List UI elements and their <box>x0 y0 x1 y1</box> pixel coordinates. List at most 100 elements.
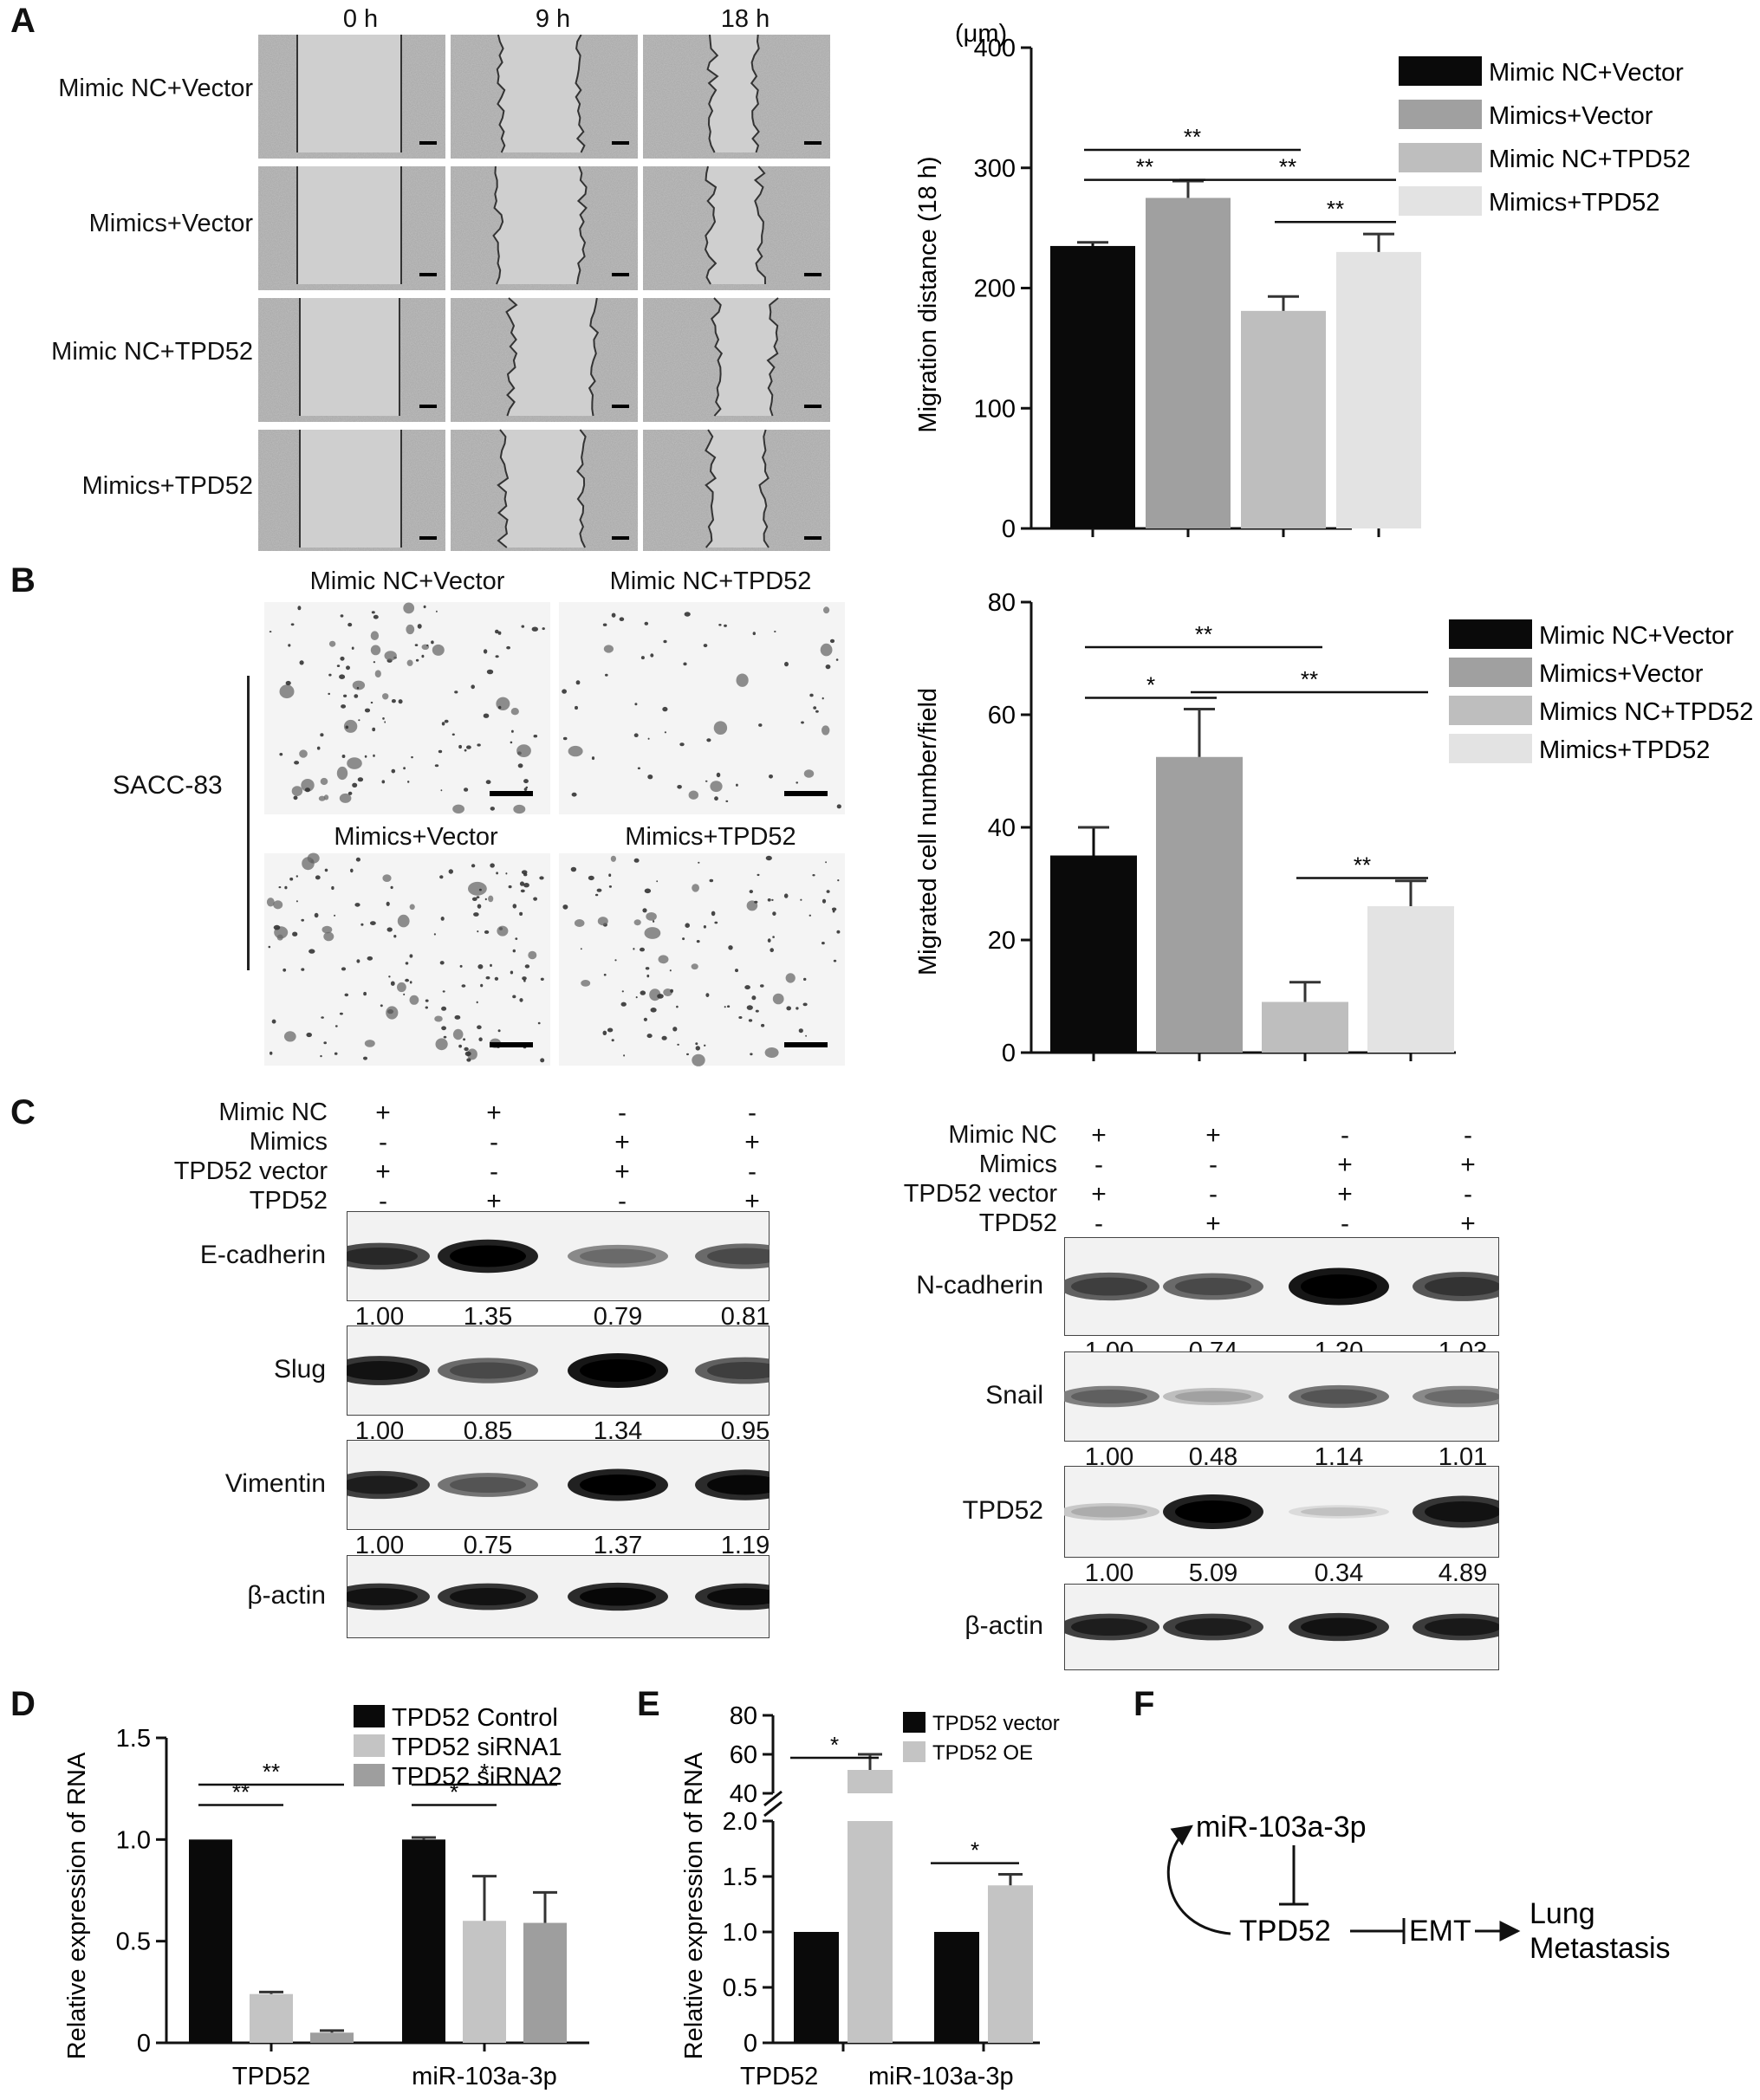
migrated-cell <box>452 804 464 813</box>
migrated-cell <box>757 873 760 877</box>
protein-band-core <box>1175 1390 1251 1403</box>
migrated-cell <box>270 1051 273 1055</box>
migrated-cell <box>347 622 353 627</box>
migrated-cell <box>713 721 728 735</box>
wound-gap <box>711 298 778 416</box>
migrated-cell <box>483 649 488 654</box>
migrated-cell <box>523 872 528 877</box>
migrated-cell <box>397 914 410 928</box>
migrated-cell <box>645 967 650 970</box>
migrated-cell <box>476 896 480 898</box>
wound-image-tile <box>643 429 830 551</box>
panel-letter-d: D <box>10 1685 36 1723</box>
migrated-cell <box>352 782 358 788</box>
condition-sign: + <box>375 1157 391 1186</box>
migrated-cell <box>463 1038 466 1041</box>
migrated-cell <box>562 904 568 910</box>
protein-band-core <box>580 1475 656 1495</box>
migrated-cell <box>314 912 319 918</box>
migrated-cell <box>454 690 458 694</box>
migrated-cell <box>384 721 386 723</box>
migrated-cell <box>728 945 733 950</box>
blot-label: E-cadherin <box>199 1241 326 1269</box>
migrated-cell <box>523 779 529 784</box>
significance-label: * <box>480 1759 489 1785</box>
transwell-image-tile <box>559 602 845 814</box>
migrated-cell <box>835 658 839 661</box>
migrated-cell <box>738 1016 743 1019</box>
migrated-cell <box>539 876 544 880</box>
migrated-cell <box>664 731 666 734</box>
blot-strip <box>1064 1584 1499 1670</box>
migrated-cell <box>705 993 710 997</box>
legend-label: Mimics+Vector <box>1489 102 1653 130</box>
migrated-cell <box>772 993 784 1005</box>
y-tick-label: 2.0 <box>723 1808 757 1836</box>
migrated-cell <box>284 885 288 890</box>
legend-label: Mimics+TPD52 <box>1539 736 1710 764</box>
node-lung: Lung <box>1529 1897 1595 1930</box>
migrated-cell <box>633 858 640 863</box>
migrated-cell <box>611 1039 614 1042</box>
wound-edge-left <box>704 165 718 285</box>
migrated-cell <box>822 697 824 700</box>
blot-strip <box>1064 1237 1499 1336</box>
category-label: miR-103a-3p <box>412 2063 557 2090</box>
pathway-diagram: miR-103a-3p TPD52 EMT Lung Metastasis <box>1166 1811 1671 1965</box>
migrated-cell <box>283 968 287 972</box>
migrated-cell <box>505 872 508 875</box>
bar <box>1262 1001 1348 1053</box>
migrated-cell <box>516 744 531 757</box>
legend-swatch <box>1449 619 1532 649</box>
migrated-cell <box>523 883 529 888</box>
migrated-cell <box>477 904 482 909</box>
protein-band-core <box>1425 1277 1499 1296</box>
migrated-cell <box>497 631 502 635</box>
migrated-cell <box>341 755 346 758</box>
migrated-cell <box>602 1030 607 1035</box>
condition-sign: - <box>1094 1150 1103 1179</box>
legend-label: TPD52 siRNA1 <box>392 1734 562 1761</box>
migrated-cell <box>661 1035 667 1040</box>
migrated-cell <box>524 964 530 969</box>
y-tick-label: 0 <box>137 2030 151 2058</box>
legend-swatch <box>1399 143 1482 172</box>
scale-bar <box>612 273 629 276</box>
migrated-cell <box>490 863 495 868</box>
migrated-cell <box>755 1009 759 1013</box>
migrated-cell <box>409 904 415 911</box>
migrated-cell <box>825 861 827 864</box>
migrated-cell <box>471 897 477 901</box>
migrated-cell <box>825 664 831 670</box>
wound-edge-right <box>575 35 586 153</box>
migrated-cell <box>373 754 375 757</box>
migrated-cell <box>382 693 389 700</box>
migrated-cell <box>292 931 298 937</box>
bar <box>310 2032 354 2043</box>
migrated-cell <box>637 767 640 770</box>
wound-edge-right <box>753 165 766 285</box>
migrated-cell <box>512 949 516 953</box>
condition-label: Mimic NC <box>948 1121 1057 1149</box>
y-tick-label: 80 <box>988 589 1016 617</box>
migrated-cell <box>406 659 413 666</box>
protein-band-core <box>707 1475 770 1495</box>
migrated-cell <box>749 890 753 894</box>
condition-sign: + <box>1205 1121 1221 1150</box>
panel-letter-f: F <box>1133 1685 1155 1723</box>
migrated-cell <box>620 1001 627 1007</box>
migrated-cell <box>443 1035 447 1039</box>
transwell-image-tile <box>264 852 550 1066</box>
condition-sign: - <box>1341 1209 1349 1238</box>
migrated-cell <box>381 780 386 784</box>
migrated-cell <box>540 977 544 981</box>
significance-label: ** <box>1279 154 1296 180</box>
migrated-cell <box>466 1058 471 1062</box>
legend-label: TPD52 OE <box>932 1741 1033 1765</box>
migrated-cell <box>358 719 360 722</box>
migrated-cell <box>279 753 283 756</box>
migrated-cell <box>646 1034 653 1039</box>
row-label-mimic-nc-tpd52: Mimic NC+TPD52 <box>51 338 253 366</box>
migrated-cell <box>603 645 614 653</box>
